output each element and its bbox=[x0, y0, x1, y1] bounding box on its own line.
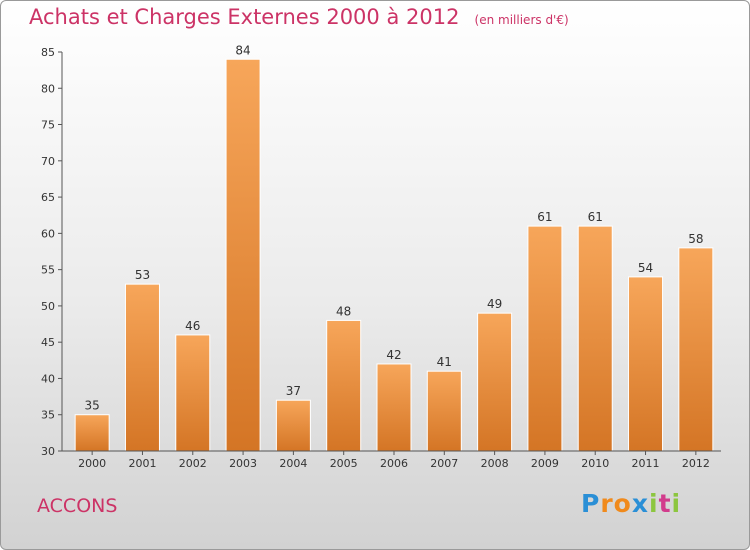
x-tick-label: 2003 bbox=[229, 457, 257, 470]
data-label: 37 bbox=[286, 384, 301, 398]
data-label: 48 bbox=[336, 304, 351, 318]
data-label: 58 bbox=[688, 232, 703, 246]
x-tick-label: 2010 bbox=[581, 457, 609, 470]
axis-layer: 2000 2001 2002 2003 2004 2005 2006 2007 2008 2009… bbox=[41, 46, 721, 470]
data-label: 61 bbox=[537, 210, 552, 224]
chart-title: Achats et Charges Externes 2000 à 2012 bbox=[29, 5, 460, 29]
bar-2004 bbox=[275, 399, 311, 452]
bar-2006 bbox=[376, 363, 412, 452]
logo-letter: i bbox=[671, 489, 682, 518]
bar-2008 bbox=[477, 312, 513, 452]
bar-2001 bbox=[124, 283, 160, 452]
logo-letter: o bbox=[613, 489, 632, 518]
y-tick-label: 85 bbox=[41, 46, 55, 59]
x-tick-label: 2000 bbox=[78, 457, 106, 470]
data-label: 42 bbox=[386, 348, 401, 362]
y-tick-label: 35 bbox=[41, 409, 55, 422]
y-tick-label: 80 bbox=[41, 82, 55, 95]
x-tick-label: 2011 bbox=[632, 457, 660, 470]
x-tick-label: 2004 bbox=[279, 457, 307, 470]
data-label: 41 bbox=[437, 355, 452, 369]
x-tick-label: 2009 bbox=[531, 457, 559, 470]
bar-2000 bbox=[74, 414, 110, 452]
data-label: 61 bbox=[588, 210, 603, 224]
logo-letter: t bbox=[658, 489, 672, 518]
y-tick-label: 70 bbox=[41, 155, 55, 168]
title-block: Achats et Charges Externes 2000 à 2012 (… bbox=[29, 5, 569, 29]
data-label: 84 bbox=[235, 43, 250, 57]
x-tick-label: 2001 bbox=[128, 457, 156, 470]
logo-letter: P bbox=[581, 489, 601, 518]
bars-layer: 35 53 46 84 37 48 42 41 49 61 61 54 58 bbox=[74, 43, 714, 452]
logo-letter: x bbox=[631, 489, 649, 518]
bar-2012 bbox=[678, 247, 714, 452]
x-tick-label: 2006 bbox=[380, 457, 408, 470]
logo-letter: i bbox=[649, 489, 659, 518]
x-tick-label: 2002 bbox=[179, 457, 207, 470]
data-label: 35 bbox=[85, 399, 100, 413]
y-tick-label: 45 bbox=[41, 336, 55, 349]
y-tick-label: 60 bbox=[41, 227, 55, 240]
bar-2005 bbox=[326, 319, 362, 452]
bar-2003 bbox=[225, 58, 261, 452]
place-name: ACCONS bbox=[37, 495, 118, 517]
data-label: 46 bbox=[185, 319, 200, 333]
data-label: 54 bbox=[638, 261, 653, 275]
chart-subtitle: (en milliers d'€) bbox=[474, 13, 569, 27]
y-tick-label: 30 bbox=[41, 445, 55, 458]
bar-2010 bbox=[577, 225, 613, 452]
x-tick-label: 2012 bbox=[682, 457, 710, 470]
x-tick-label: 2005 bbox=[330, 457, 358, 470]
logo-letter: r bbox=[600, 489, 614, 518]
x-tick-label: 2007 bbox=[430, 457, 458, 470]
y-tick-label: 75 bbox=[41, 119, 55, 132]
bar-2002 bbox=[175, 334, 211, 452]
y-tick-label: 50 bbox=[41, 300, 55, 313]
y-tick-label: 40 bbox=[41, 372, 55, 385]
bar-2009 bbox=[527, 225, 563, 452]
bar-2011 bbox=[628, 276, 664, 452]
y-tick-label: 55 bbox=[41, 264, 55, 277]
bar-2007 bbox=[426, 370, 462, 452]
data-label: 49 bbox=[487, 297, 502, 311]
x-tick-label: 2008 bbox=[481, 457, 509, 470]
y-tick-label: 65 bbox=[41, 191, 55, 204]
proxiti-logo: Proxiti bbox=[581, 489, 681, 518]
data-label: 53 bbox=[135, 268, 150, 282]
